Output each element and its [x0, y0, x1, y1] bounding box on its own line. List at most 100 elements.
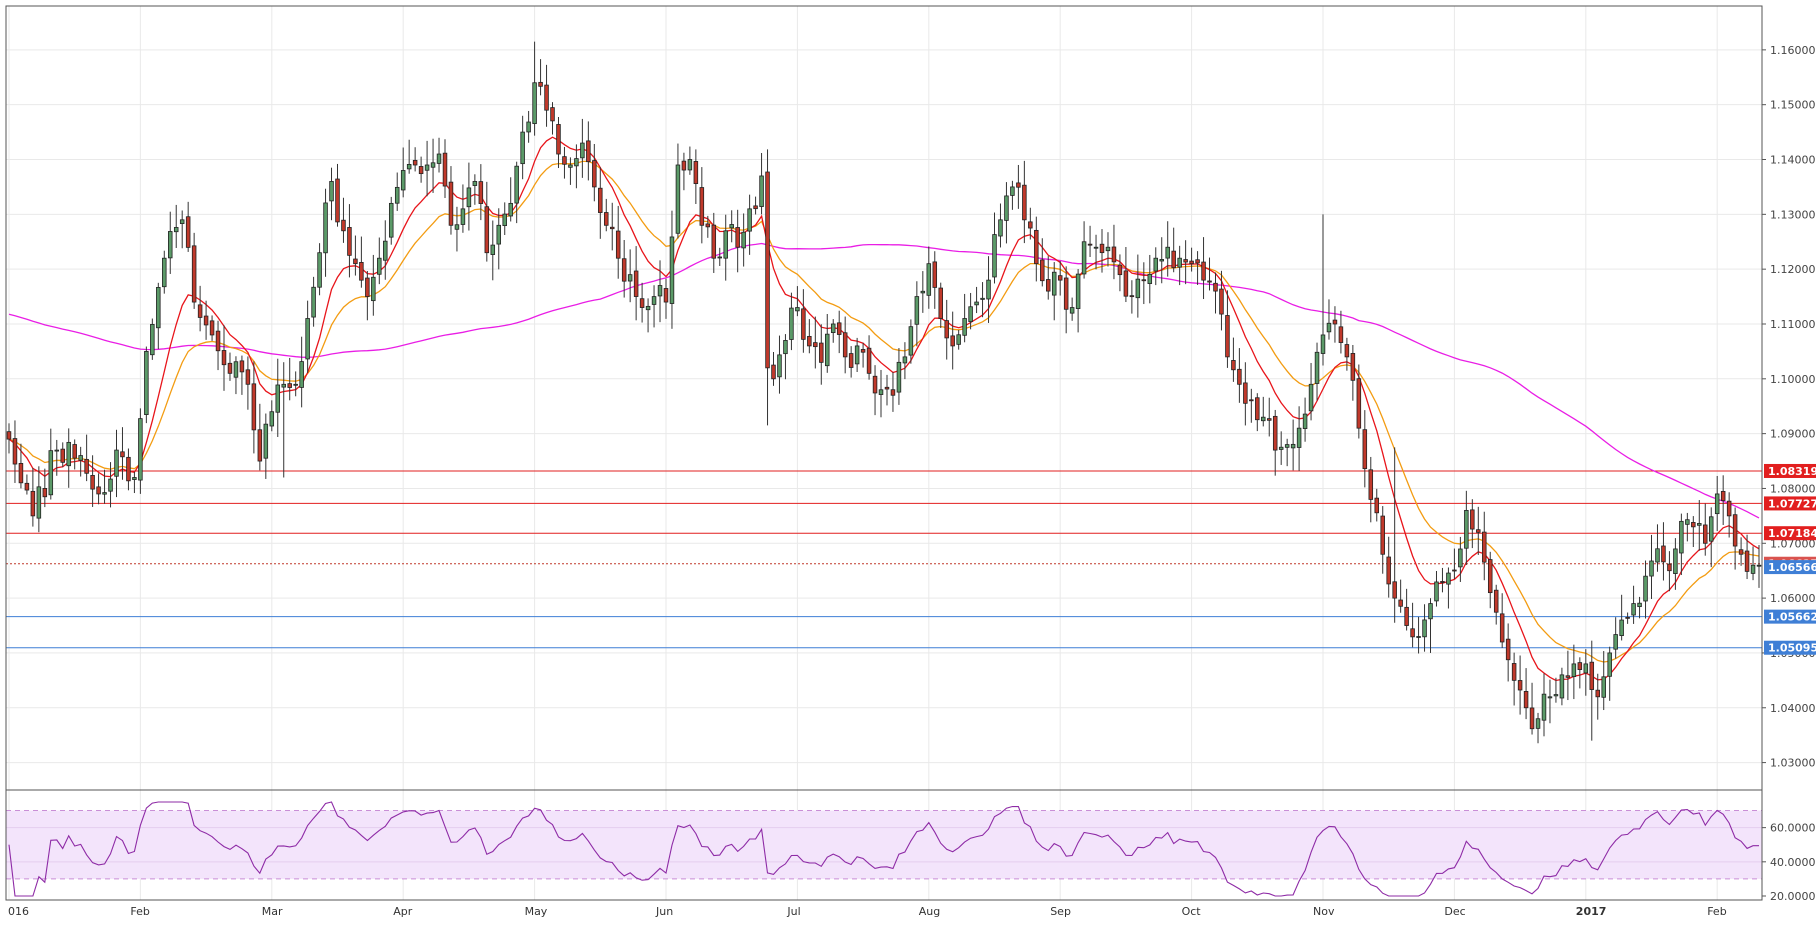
- candle: [1476, 506, 1481, 555]
- candle: [1386, 536, 1391, 598]
- candle-body: [842, 332, 848, 358]
- candle-body: [836, 322, 842, 335]
- candle-body: [795, 307, 800, 312]
- time-tick-label: Aug: [919, 905, 940, 918]
- candle-body: [1213, 282, 1218, 292]
- candle: [269, 400, 275, 432]
- candle: [6, 423, 12, 454]
- rsi-overbought-oversold-band: [6, 810, 1762, 879]
- candle-body: [699, 187, 705, 226]
- candle-body: [269, 411, 275, 427]
- candle-body: [1356, 378, 1362, 429]
- candle: [723, 214, 728, 281]
- candle-body: [1619, 619, 1624, 637]
- candle: [962, 293, 967, 343]
- candle-body: [520, 131, 525, 165]
- candle: [1123, 247, 1129, 303]
- candle-body: [747, 208, 752, 232]
- candle: [825, 314, 830, 373]
- candle: [12, 420, 18, 483]
- candle-body: [1529, 707, 1535, 730]
- candle: [466, 162, 472, 231]
- candle: [1661, 522, 1666, 581]
- candle-body: [1476, 529, 1481, 533]
- candle-body: [335, 178, 340, 223]
- candle-body: [920, 290, 926, 294]
- candle-body: [1559, 674, 1565, 699]
- candle-body: [209, 320, 215, 336]
- candles[interactable]: [6, 41, 1762, 744]
- candle-body: [1553, 694, 1559, 697]
- candle: [998, 203, 1003, 248]
- price-tick-label: 1.12000: [1770, 263, 1816, 276]
- candle: [1266, 397, 1272, 437]
- candle: [1428, 598, 1433, 653]
- candle-body: [932, 261, 938, 288]
- candle: [884, 374, 890, 406]
- grid: [6, 6, 1762, 900]
- rsi-band: [6, 810, 1762, 880]
- horizontal-levels[interactable]: [6, 470, 1762, 649]
- candle-body: [1040, 259, 1045, 282]
- candle-body: [293, 383, 298, 386]
- candle-body: [1272, 415, 1278, 451]
- candle-body: [1362, 429, 1368, 470]
- candle: [1452, 548, 1457, 579]
- candle: [1726, 492, 1732, 538]
- candle: [430, 138, 436, 193]
- candle-body: [215, 330, 221, 352]
- candle-body: [48, 450, 54, 496]
- candle: [287, 357, 292, 401]
- candle: [1243, 362, 1248, 426]
- candle-body: [197, 304, 203, 318]
- candle-body: [723, 230, 728, 259]
- candle-body: [1135, 278, 1141, 299]
- candle-body: [1428, 603, 1433, 620]
- candle: [412, 147, 418, 172]
- candle: [323, 188, 328, 277]
- candle-body: [251, 383, 257, 431]
- candle-body: [1141, 279, 1147, 282]
- candle-body: [1380, 515, 1385, 555]
- price-tags[interactable]: 1.083191.077271.071841.066271.065661.056…: [1764, 463, 1818, 655]
- candle-body: [556, 124, 561, 155]
- candle-body: [1165, 246, 1170, 259]
- price-tag[interactable]: 1.05095: [1764, 640, 1818, 655]
- candle-body: [819, 342, 824, 363]
- candle-body: [1482, 531, 1487, 563]
- candle-body: [926, 263, 932, 296]
- candle-body: [12, 438, 18, 465]
- candle: [836, 310, 842, 354]
- candle: [1744, 534, 1750, 580]
- candle-body: [150, 324, 155, 356]
- candle: [1046, 256, 1051, 300]
- candle-body: [78, 455, 83, 461]
- candle: [1422, 604, 1427, 652]
- candle: [448, 166, 454, 235]
- candle-body: [687, 159, 693, 171]
- candle-body: [72, 444, 77, 459]
- candle: [609, 202, 615, 251]
- price-tag[interactable]: 1.05662: [1764, 609, 1818, 624]
- candle: [1380, 506, 1385, 574]
- price-tag[interactable]: 1.07727: [1764, 496, 1818, 511]
- candle-body: [580, 142, 585, 159]
- price-tag[interactable]: 1.07184: [1764, 526, 1818, 541]
- plot-border: [5, 5, 1763, 901]
- price-tag[interactable]: 1.08319: [1764, 463, 1818, 478]
- candle-body: [460, 208, 466, 225]
- candle-body: [42, 488, 48, 498]
- candle: [747, 194, 752, 255]
- candle: [215, 320, 221, 371]
- candle: [544, 64, 549, 127]
- time-tick-label: Apr: [393, 905, 413, 918]
- candle-body: [717, 256, 722, 259]
- price-tick-label: 1.03000: [1770, 757, 1816, 770]
- candle: [1607, 646, 1612, 701]
- candle-body: [1655, 548, 1660, 563]
- price-tag[interactable]: 1.06566: [1764, 560, 1818, 575]
- candle-body: [317, 252, 322, 288]
- candle-body: [90, 475, 95, 490]
- candle: [42, 468, 48, 508]
